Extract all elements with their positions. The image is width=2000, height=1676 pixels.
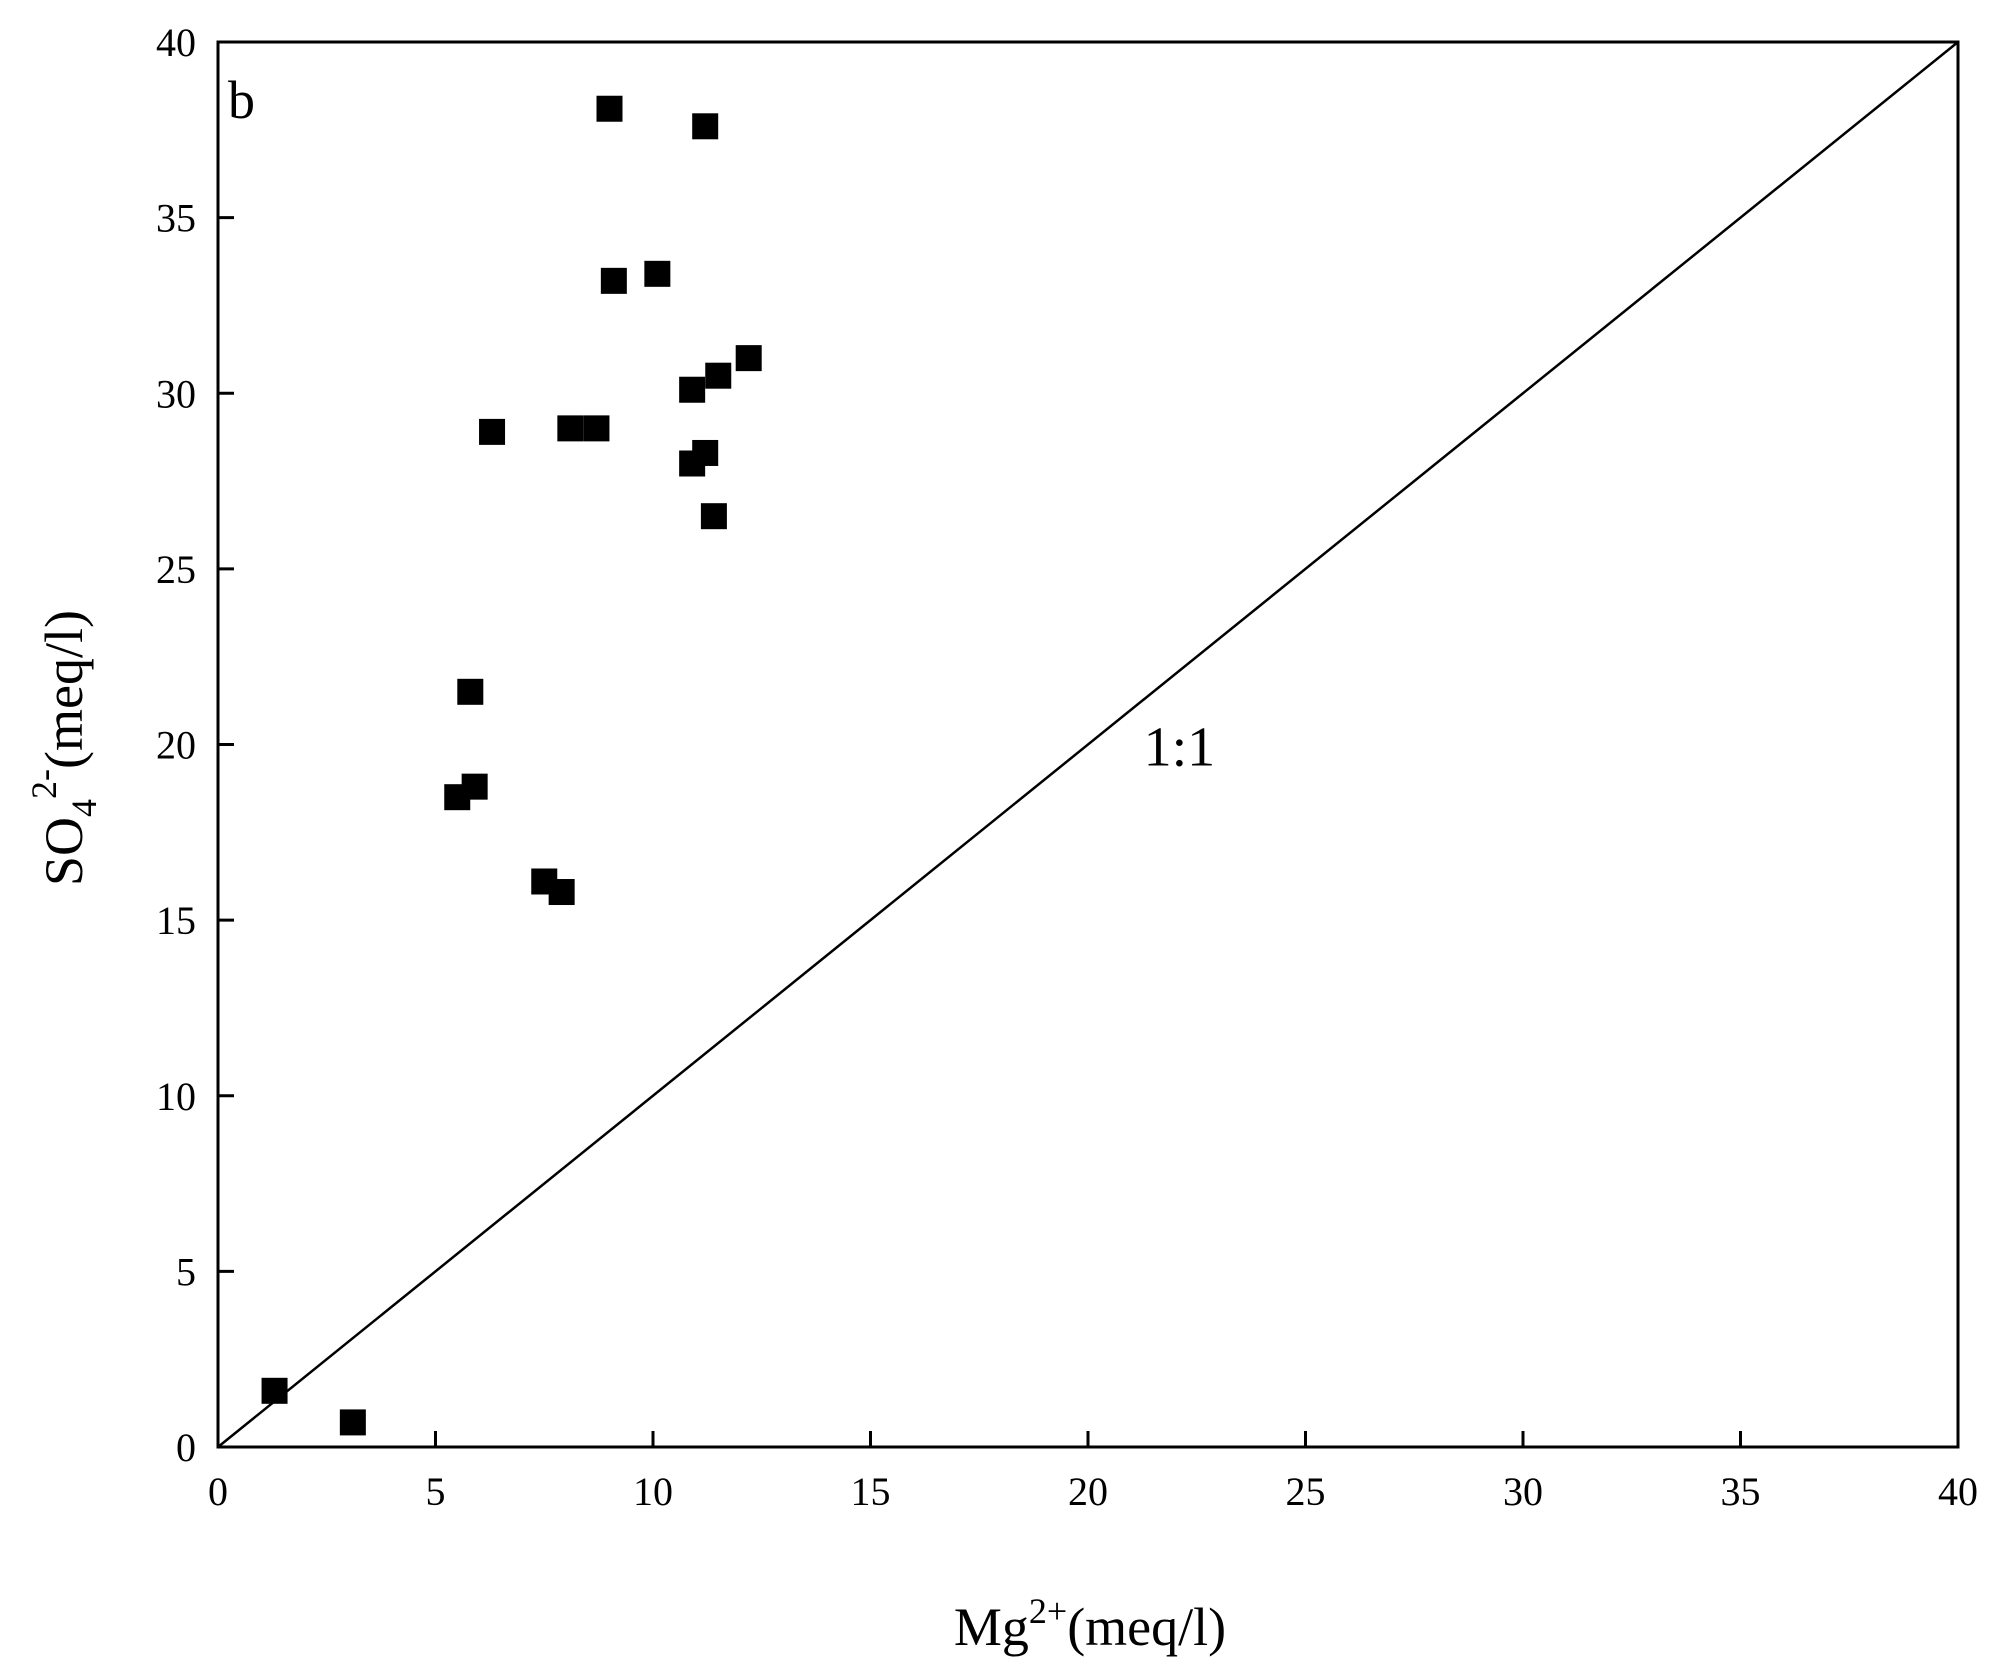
data-point (644, 260, 671, 287)
data-point (700, 503, 727, 530)
x-tick-label: 25 (1286, 1469, 1326, 1514)
x-axis-title-base: Mg (954, 1597, 1029, 1657)
data-point (461, 773, 488, 800)
data-point (339, 1409, 366, 1436)
data-point (735, 345, 762, 372)
data-point (548, 879, 575, 906)
y-tick-label: 35 (156, 196, 196, 241)
data-point (261, 1377, 288, 1404)
data-point (679, 376, 706, 403)
x-tick-label: 0 (208, 1469, 228, 1514)
ticks-layer: 0 5 10 15 20 25 30 35 40 0 5 10 15 20 25 30 35 40 (156, 20, 1978, 1514)
x-axis-title-unit: (meq/l) (1067, 1597, 1226, 1657)
y-axis-title-sup: 2- (24, 769, 64, 799)
data-point (479, 418, 506, 445)
x-tick-label: 5 (426, 1469, 446, 1514)
plot-frame (216, 40, 1960, 1449)
data-point (583, 415, 610, 442)
data-point (457, 678, 484, 705)
x-tick-label: 35 (1721, 1469, 1761, 1514)
y-axis-title-base: SO (34, 817, 94, 886)
y-tick-label: 30 (156, 371, 196, 416)
y-tick-label: 0 (176, 1425, 196, 1470)
x-axis-title-sup: 2+ (1029, 1591, 1067, 1631)
reference-line-1-1 (217, 41, 1959, 1448)
data-point (692, 113, 719, 140)
y-axis-title-sub: 4 (64, 799, 104, 817)
x-tick-label: 15 (851, 1469, 891, 1514)
x-tick-label: 20 (1068, 1469, 1108, 1514)
x-tick-label: 40 (1938, 1469, 1978, 1514)
x-tick-label: 10 (633, 1469, 673, 1514)
data-point (557, 415, 584, 442)
y-tick-label: 15 (156, 898, 196, 943)
y-tick-label: 10 (156, 1074, 196, 1119)
data-point (596, 95, 623, 122)
data-point (692, 439, 719, 466)
y-tick-label: 20 (156, 723, 196, 768)
reference-layer (217, 41, 1959, 1448)
data-point (705, 362, 732, 389)
y-tick-label: 25 (156, 547, 196, 592)
panel-label: b (228, 70, 255, 130)
data-point (600, 267, 627, 294)
points-layer (261, 95, 762, 1436)
y-tick-label: 40 (156, 20, 196, 65)
y-tick-label: 5 (176, 1249, 196, 1294)
y-axis-title: SO42-(meq/l) (24, 610, 104, 886)
y-axis-title-unit: (meq/l) (34, 610, 94, 769)
reference-line-label: 1:1 (1144, 717, 1216, 779)
x-axis-title: Mg2+(meq/l) (954, 1591, 1226, 1657)
x-tick-label: 30 (1503, 1469, 1543, 1514)
